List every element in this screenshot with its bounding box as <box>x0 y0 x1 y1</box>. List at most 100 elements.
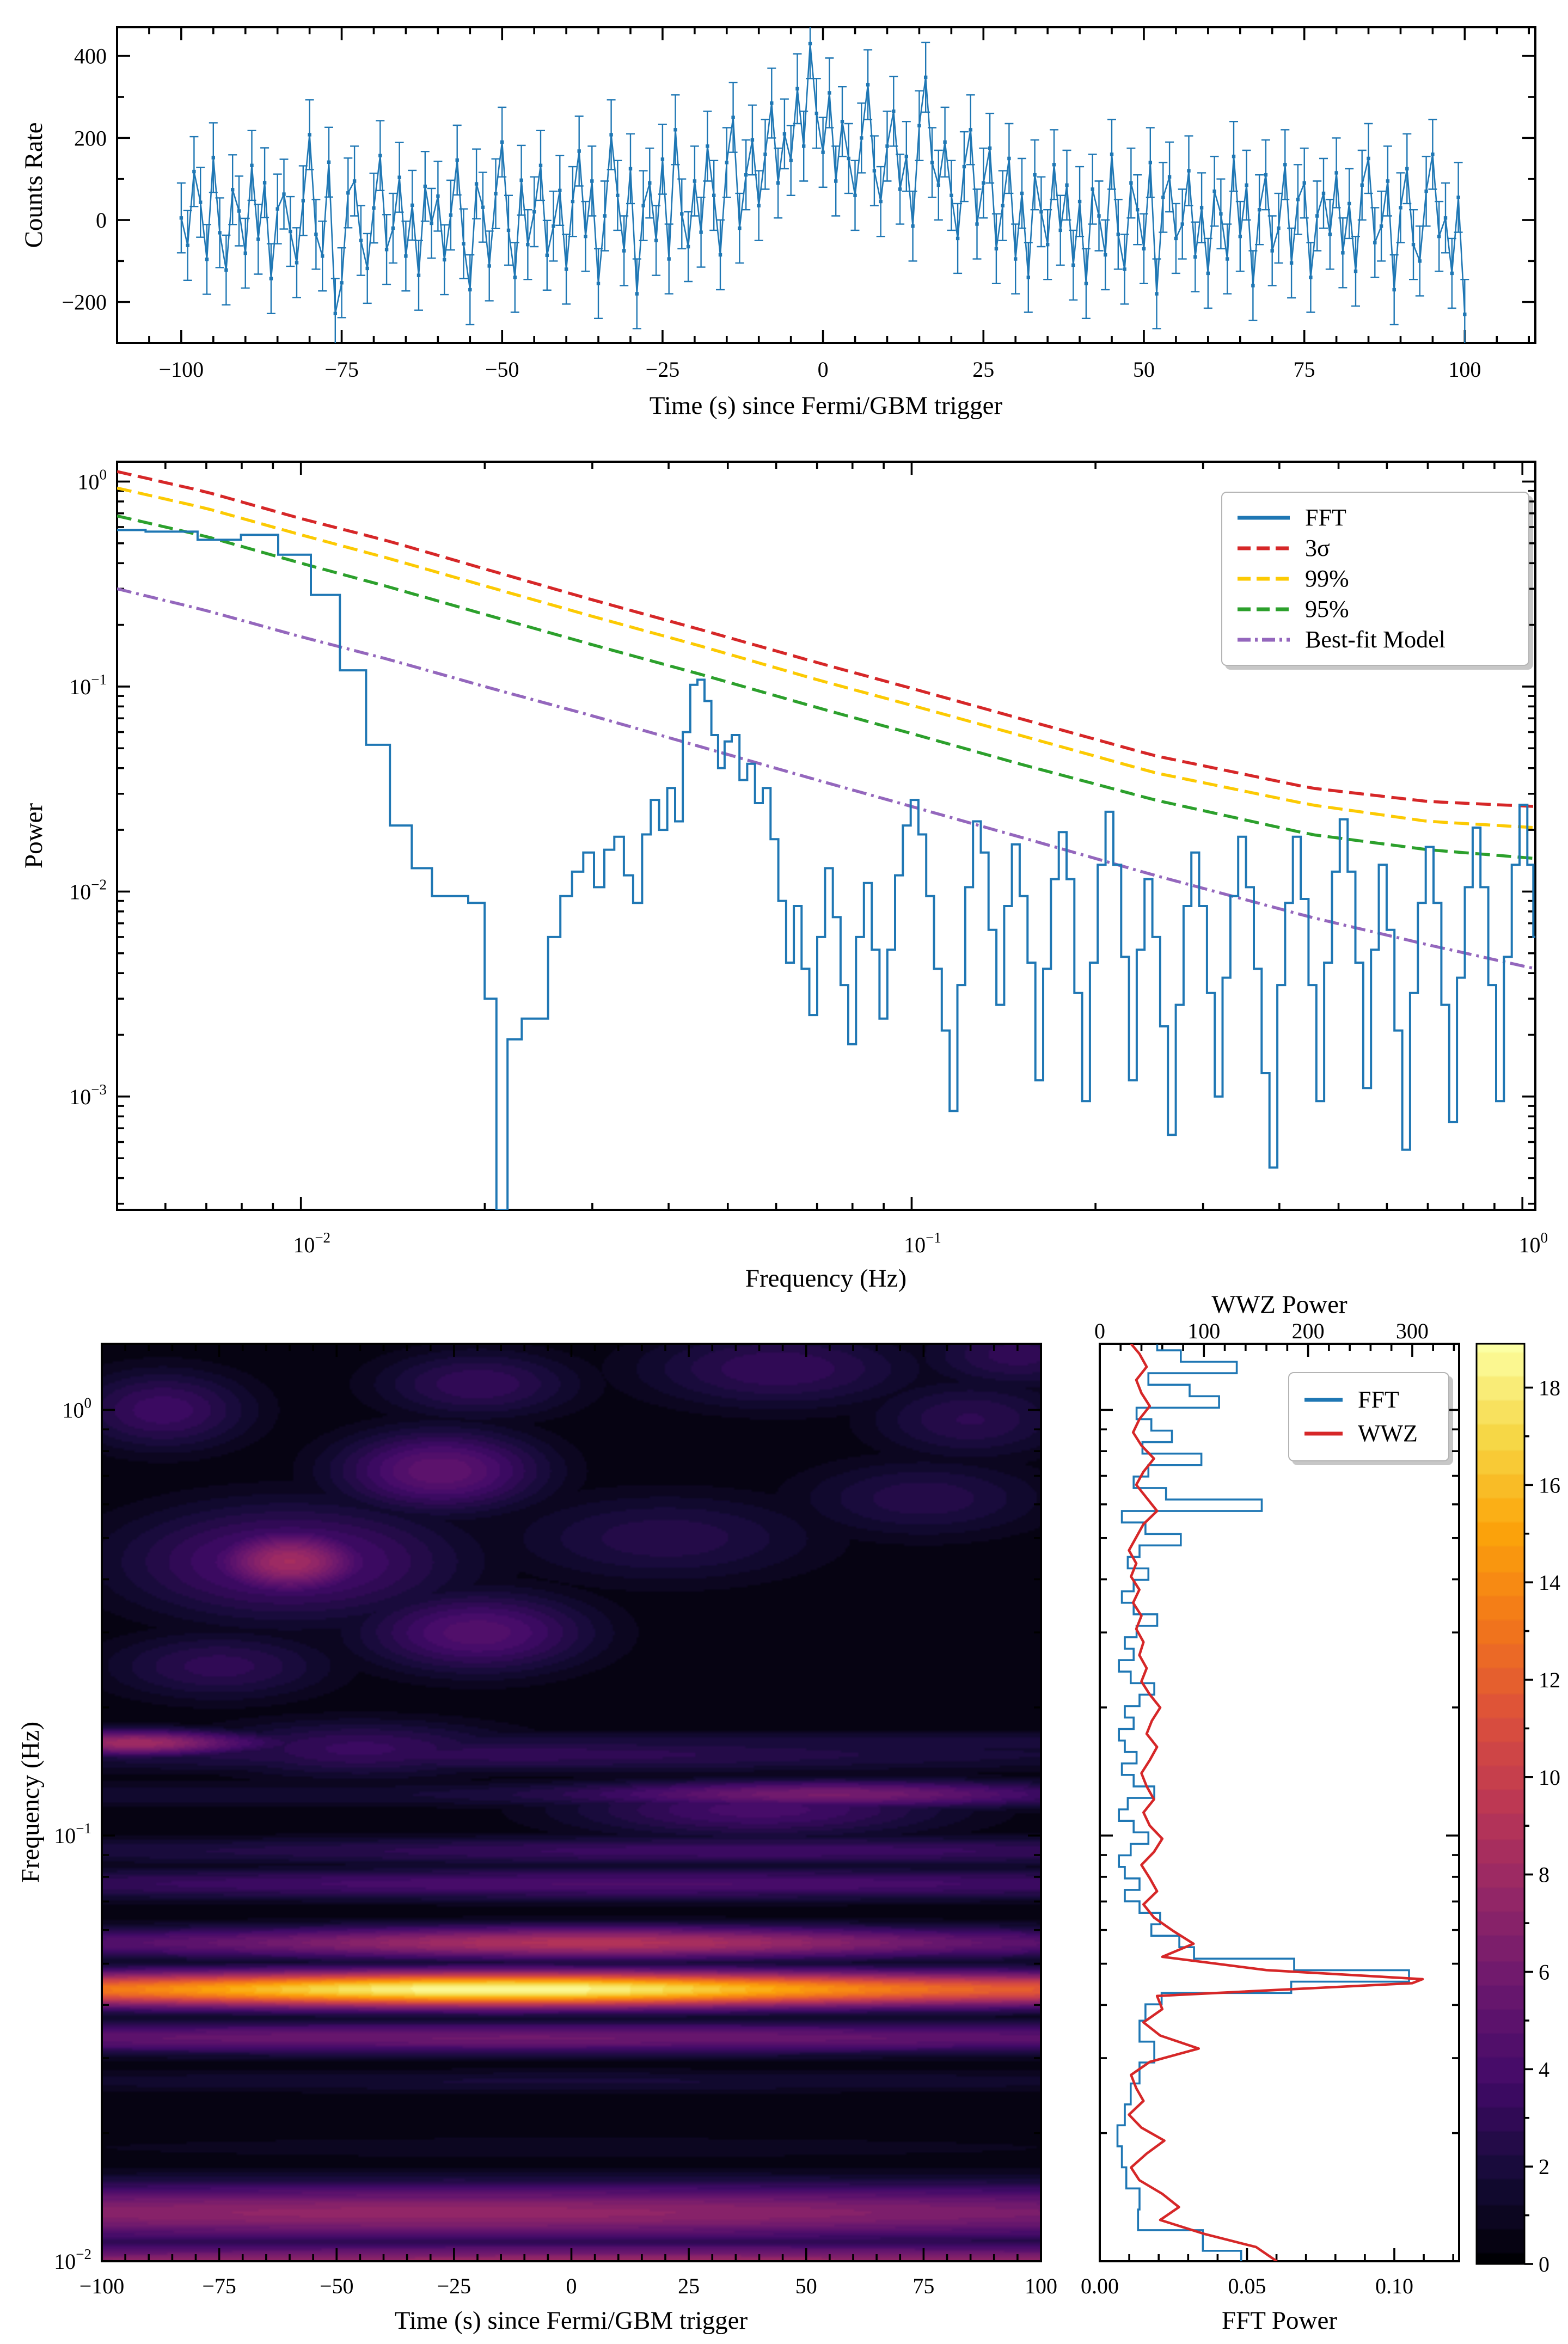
x-tick-label: 0 <box>818 357 829 382</box>
x-tick-label: 75 <box>1294 357 1315 382</box>
colorbar-gradient <box>1477 1344 1524 2264</box>
profiles-legend: FFT WWZ <box>1288 1372 1449 1461</box>
y-tick-label: −200 <box>62 290 107 315</box>
log-tick-label: 10−1 <box>69 671 107 699</box>
lightcurve-series <box>176 27 1469 343</box>
legend-item-model: Best-fit Model <box>1236 625 1514 655</box>
x-tick-label: −75 <box>324 357 359 382</box>
threshold-95pct <box>117 514 1535 860</box>
psd-legend: FFT 3σ 99% 95% Best-fit Model <box>1221 492 1529 666</box>
threshold-best_fit_model <box>117 587 1535 970</box>
colorbar-tick-label: 4 <box>1539 2057 1549 2082</box>
x-tick-label: 25 <box>678 2274 700 2298</box>
log-tick-label: 10−2 <box>293 1229 330 1257</box>
log-tick-label: 10−2 <box>54 2246 91 2274</box>
profiles-x-tick-label: 0.05 <box>1228 2274 1266 2298</box>
legend-item-3sigma: 3σ <box>1236 533 1514 564</box>
log-tick-label: 100 <box>1518 1229 1548 1257</box>
wwz-profile-swatch <box>1304 1431 1343 1436</box>
x-tick-label: 100 <box>1448 357 1481 382</box>
psd-frame <box>116 461 1536 1211</box>
colorbar-tick-label: 16 <box>1539 1473 1560 1497</box>
legend-item-wwz-profile: WWZ <box>1303 1417 1434 1451</box>
log-tick-label: 10−2 <box>69 876 107 904</box>
wwz-ylabel: Frequency (Hz) <box>16 1721 45 1883</box>
threshold-3sigma <box>117 470 1535 808</box>
x-tick-label: 0 <box>566 2274 577 2298</box>
psd-curves <box>117 470 1535 1210</box>
sigma-line-swatch <box>1238 546 1290 550</box>
legend-item-fft-profile: FFT <box>1303 1383 1434 1417</box>
colorbar-tick-label: 18 <box>1539 1375 1560 1400</box>
colorbar-tick-label: 14 <box>1539 1570 1560 1595</box>
fft-curve <box>117 529 1535 1210</box>
legend-item-95pct: 95% <box>1236 594 1514 625</box>
lightcurve-xlabel: Time (s) since Fermi/GBM trigger <box>649 391 1003 420</box>
profiles-top-xlabel: WWZ Power <box>1211 1290 1347 1319</box>
x-tick-label: −100 <box>159 357 204 382</box>
wwz-top-tick-label: 100 <box>1187 1319 1220 1343</box>
wwz-top-tick-label: 300 <box>1396 1319 1429 1343</box>
lightcurve-errorbars <box>176 27 1469 343</box>
legend-label: Best-fit Model <box>1305 626 1445 653</box>
psd-ylabel: Power <box>20 803 48 869</box>
colorbar-tick-label: 0 <box>1539 2252 1549 2276</box>
legend-item-fft: FFT <box>1236 503 1514 533</box>
x-tick-label: 50 <box>1133 357 1155 382</box>
profiles-bottom-xlabel: FFT Power <box>1222 2306 1337 2335</box>
x-tick-label: −50 <box>320 2274 354 2298</box>
pct95-line-swatch <box>1238 607 1290 611</box>
x-tick-label: −75 <box>202 2274 236 2298</box>
fft-profile-curve <box>1116 1344 1410 2261</box>
legend-label: FFT <box>1305 504 1346 531</box>
log-tick-label: 10−3 <box>69 1081 107 1109</box>
profiles-frame <box>1099 1343 1460 2262</box>
colorbar-tick-label: 6 <box>1539 1960 1549 1984</box>
colorbar-tick-label: 2 <box>1539 2155 1549 2179</box>
log-tick-label: 10−1 <box>904 1229 941 1257</box>
colorbar-tick-label: 12 <box>1539 1668 1560 1692</box>
y-tick-label: 400 <box>74 44 107 69</box>
x-tick-label: 100 <box>1025 2274 1057 2298</box>
wwz-top-tick-label: 0 <box>1094 1319 1105 1343</box>
fft-profile-swatch <box>1304 1398 1343 1402</box>
threshold-99pct <box>117 486 1535 829</box>
wwz-top-tick-label: 200 <box>1292 1319 1325 1343</box>
colorbar-frame <box>1475 1343 1526 2265</box>
psd-xlabel: Frequency (Hz) <box>745 1264 907 1293</box>
fft-line-swatch <box>1238 516 1290 520</box>
lightcurve-markers <box>179 41 1467 316</box>
x-tick-label: −25 <box>646 357 680 382</box>
x-tick-label: −100 <box>79 2274 125 2298</box>
y-tick-label: 0 <box>96 208 107 232</box>
colorbar-tick-label: 8 <box>1539 1863 1549 1887</box>
x-tick-label: 75 <box>912 2274 934 2298</box>
legend-item-99pct: 99% <box>1236 564 1514 594</box>
profiles-x-tick-label: 0.10 <box>1375 2274 1413 2298</box>
legend-label: 99% <box>1305 565 1349 592</box>
x-tick-label: −25 <box>437 2274 471 2298</box>
x-tick-label: 50 <box>795 2274 817 2298</box>
colorbar-tick-label: 10 <box>1539 1765 1560 1790</box>
legend-label: 3σ <box>1305 535 1330 561</box>
log-tick-label: 100 <box>63 1394 92 1422</box>
log-tick-label: 100 <box>78 466 107 494</box>
wwz-heatmap-image <box>102 1344 1041 2261</box>
wwz-frame <box>101 1343 1042 2262</box>
x-tick-label: −50 <box>485 357 519 382</box>
legend-label: WWZ <box>1358 1420 1418 1447</box>
pct99-line-swatch <box>1238 577 1290 581</box>
lightcurve-ylabel: Counts Rate <box>20 122 48 248</box>
log-tick-label: 10−1 <box>54 1820 91 1848</box>
x-tick-label: 25 <box>972 357 994 382</box>
model-line-swatch <box>1238 638 1290 642</box>
profile-curves <box>1116 1344 1424 2261</box>
legend-label: FFT <box>1358 1386 1399 1413</box>
wwz-profile-curve <box>1128 1344 1424 2261</box>
profiles-x-tick-label: 0.00 <box>1081 2274 1119 2298</box>
lightcurve-frame <box>116 26 1536 344</box>
y-tick-label: 200 <box>74 126 107 150</box>
wwz-xlabel: Time (s) since Fermi/GBM trigger <box>394 2306 748 2335</box>
